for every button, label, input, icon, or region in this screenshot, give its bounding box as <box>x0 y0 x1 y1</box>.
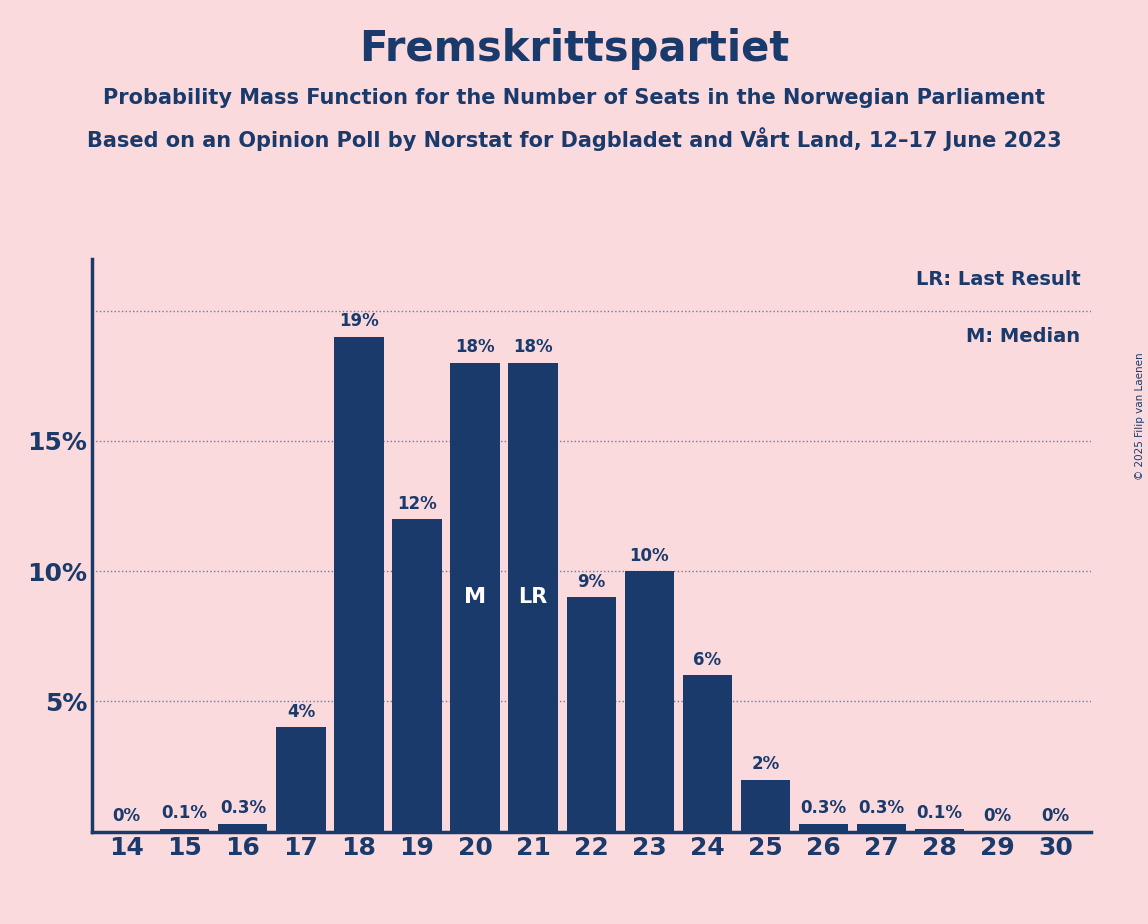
Bar <box>915 829 964 832</box>
Bar <box>277 727 326 832</box>
Text: 10%: 10% <box>629 547 669 565</box>
Text: © 2025 Filip van Laenen: © 2025 Filip van Laenen <box>1135 352 1145 480</box>
Bar <box>218 824 267 832</box>
Bar <box>625 571 674 832</box>
Text: LR: LR <box>519 588 548 607</box>
Bar <box>160 829 209 832</box>
Bar <box>450 363 499 832</box>
Bar <box>509 363 558 832</box>
Text: 18%: 18% <box>513 338 553 357</box>
Bar <box>799 824 848 832</box>
Text: 0%: 0% <box>113 807 141 825</box>
Text: 18%: 18% <box>456 338 495 357</box>
Text: 0.1%: 0.1% <box>162 805 208 822</box>
Text: 12%: 12% <box>397 494 437 513</box>
Text: Based on an Opinion Poll by Norstat for Dagbladet and Vårt Land, 12–17 June 2023: Based on an Opinion Poll by Norstat for … <box>87 128 1061 152</box>
Text: 0.3%: 0.3% <box>219 799 266 817</box>
Bar <box>683 675 732 832</box>
Text: Fremskrittspartiet: Fremskrittspartiet <box>359 28 789 69</box>
Text: 0%: 0% <box>984 807 1011 825</box>
Bar <box>856 824 906 832</box>
Text: 4%: 4% <box>287 703 315 721</box>
Bar <box>334 337 383 832</box>
Text: 0%: 0% <box>1041 807 1070 825</box>
Text: M: M <box>464 588 486 607</box>
Bar <box>740 780 790 832</box>
Text: 0.1%: 0.1% <box>916 805 963 822</box>
Text: 0.3%: 0.3% <box>859 799 905 817</box>
Text: LR: Last Result: LR: Last Result <box>916 270 1080 289</box>
Text: 19%: 19% <box>339 312 379 331</box>
Text: 9%: 9% <box>577 573 605 590</box>
Text: 0.3%: 0.3% <box>800 799 846 817</box>
Text: 2%: 2% <box>751 755 779 773</box>
Text: 6%: 6% <box>693 650 721 669</box>
Bar <box>393 519 442 832</box>
Bar <box>567 597 615 832</box>
Text: M: Median: M: Median <box>967 327 1080 346</box>
Text: Probability Mass Function for the Number of Seats in the Norwegian Parliament: Probability Mass Function for the Number… <box>103 88 1045 108</box>
